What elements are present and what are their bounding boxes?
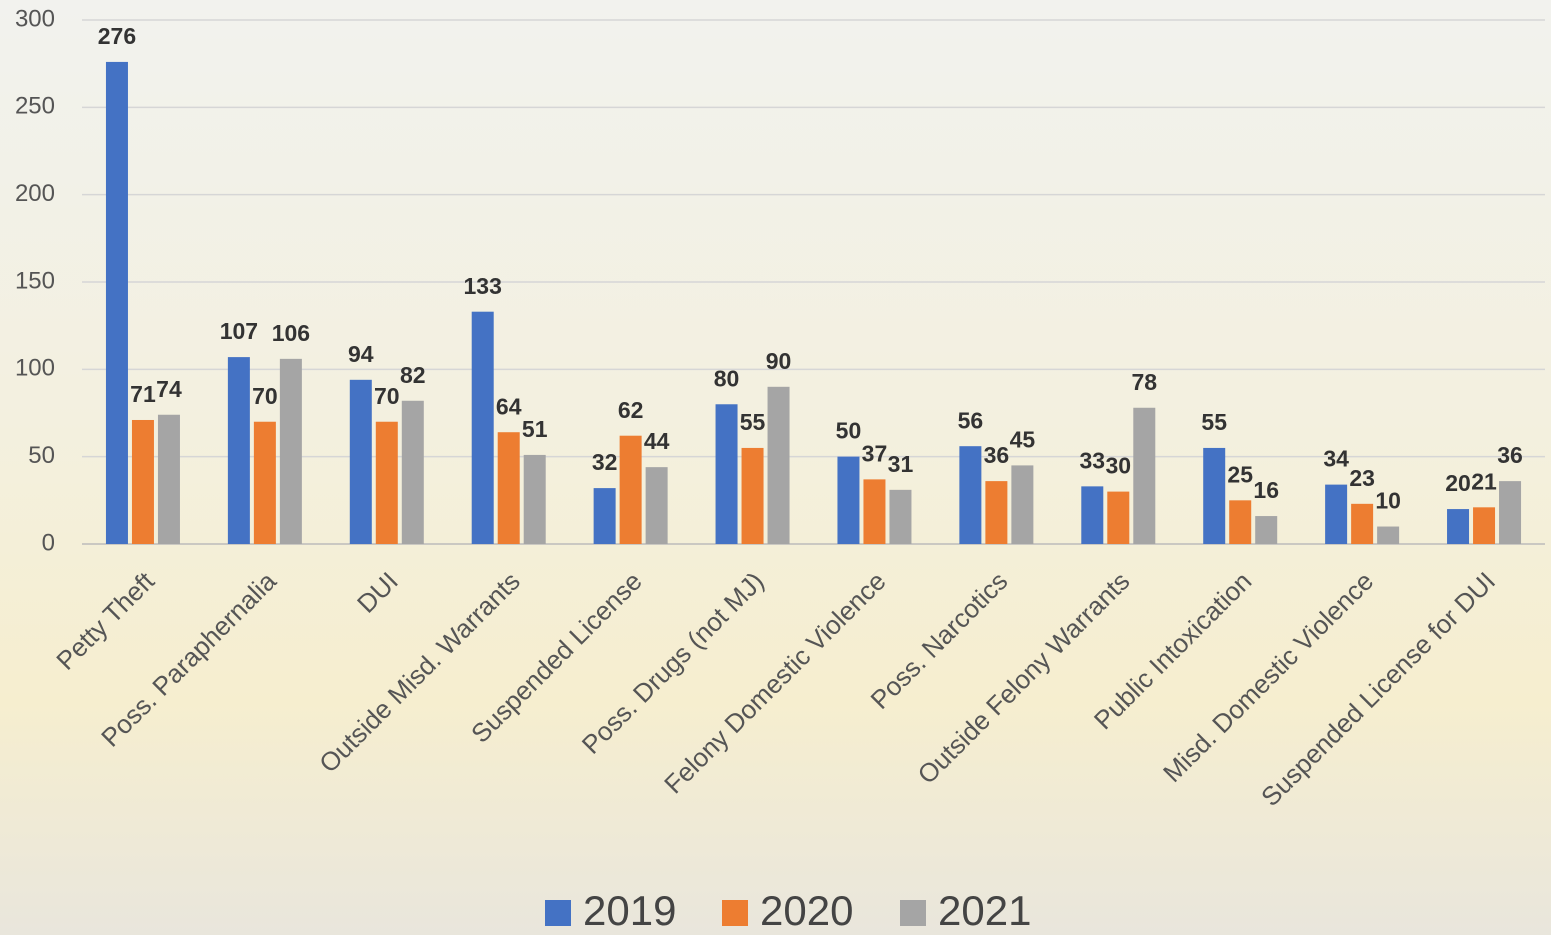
bar xyxy=(497,432,520,544)
legend-swatch xyxy=(900,900,926,926)
data-label: 70 xyxy=(252,383,278,409)
bar xyxy=(1447,509,1470,544)
bar xyxy=(1325,484,1348,544)
bar xyxy=(1499,481,1522,544)
bar xyxy=(105,61,128,545)
data-label: 32 xyxy=(592,449,618,475)
bar xyxy=(1107,491,1130,544)
data-label: 25 xyxy=(1227,461,1253,487)
bar xyxy=(619,435,642,544)
data-label: 44 xyxy=(644,428,670,454)
data-label: 16 xyxy=(1253,477,1279,503)
bar xyxy=(1473,507,1496,544)
data-label: 62 xyxy=(618,397,644,423)
data-label: 23 xyxy=(1349,465,1375,491)
bar xyxy=(1203,447,1226,544)
data-label: 94 xyxy=(348,341,374,367)
bar xyxy=(593,488,616,544)
data-label: 70 xyxy=(374,383,400,409)
bar xyxy=(1011,465,1034,544)
bar xyxy=(253,421,276,544)
data-label: 55 xyxy=(740,409,766,435)
data-label: 10 xyxy=(1375,488,1401,514)
data-label: 31 xyxy=(888,451,914,477)
data-label: 107 xyxy=(220,318,258,344)
bar xyxy=(715,404,738,544)
data-label: 78 xyxy=(1131,369,1157,395)
data-label: 45 xyxy=(1010,426,1036,452)
data-label: 133 xyxy=(464,273,502,299)
y-tick-label: 200 xyxy=(15,180,55,207)
bar xyxy=(1377,526,1400,544)
bar xyxy=(863,479,886,544)
y-tick-label: 50 xyxy=(28,442,55,469)
y-tick-label: 250 xyxy=(15,93,55,120)
data-label: 82 xyxy=(400,362,426,388)
bar xyxy=(401,400,424,544)
data-label: 21 xyxy=(1471,468,1497,494)
bar xyxy=(131,419,154,544)
legend-label: 2020 xyxy=(760,887,853,934)
bar xyxy=(279,358,302,544)
bar xyxy=(1081,486,1104,544)
data-label: 71 xyxy=(130,381,156,407)
legend-label: 2019 xyxy=(583,887,676,934)
data-label: 20 xyxy=(1445,470,1471,496)
bar xyxy=(523,454,546,544)
data-label: 276 xyxy=(98,23,136,49)
legend-swatch xyxy=(722,900,748,926)
bar xyxy=(741,447,764,544)
bar xyxy=(889,489,912,544)
data-label: 55 xyxy=(1201,409,1227,435)
data-label: 36 xyxy=(1497,442,1523,468)
bar xyxy=(375,421,398,544)
bar xyxy=(157,414,180,544)
data-label: 74 xyxy=(156,376,182,402)
bar xyxy=(1133,407,1156,544)
data-label: 51 xyxy=(522,416,548,442)
bar xyxy=(1229,500,1252,544)
bar xyxy=(1351,503,1374,544)
data-label: 30 xyxy=(1105,453,1131,479)
data-label: 34 xyxy=(1323,446,1349,472)
data-label: 33 xyxy=(1079,447,1105,473)
bar xyxy=(959,446,982,544)
y-tick-label: 100 xyxy=(15,355,55,382)
y-tick-label: 150 xyxy=(15,267,55,294)
bar xyxy=(985,481,1008,544)
data-label: 106 xyxy=(272,320,310,346)
data-label: 90 xyxy=(766,348,792,374)
legend-label: 2021 xyxy=(938,887,1031,934)
data-label: 64 xyxy=(496,393,522,419)
bar xyxy=(645,467,668,544)
y-tick-label: 300 xyxy=(15,5,55,32)
data-label: 56 xyxy=(958,407,984,433)
bar xyxy=(349,379,372,544)
data-label: 50 xyxy=(836,418,862,444)
bar xyxy=(227,357,250,544)
y-tick-label: 0 xyxy=(42,529,55,556)
bar xyxy=(471,311,494,544)
legend-swatch xyxy=(545,900,571,926)
bar xyxy=(767,386,790,544)
data-label: 80 xyxy=(714,365,740,391)
data-label: 37 xyxy=(862,440,888,466)
data-label: 36 xyxy=(984,442,1010,468)
bar xyxy=(1255,516,1278,544)
bar xyxy=(837,456,860,544)
